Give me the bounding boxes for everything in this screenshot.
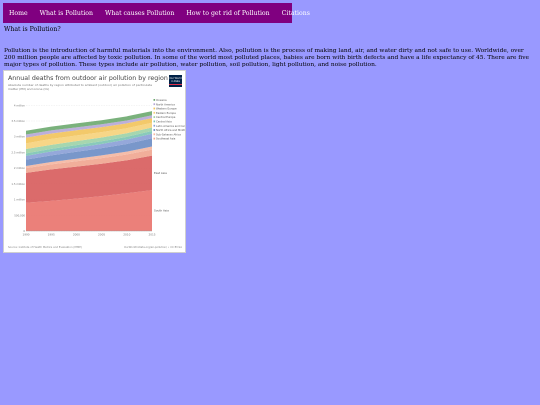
area-south-asia <box>26 190 152 231</box>
series-label: Central Europe <box>156 115 176 119</box>
series-label: Sub-Saharan Africa <box>156 132 181 136</box>
x-tick-label: 1995 <box>48 233 55 237</box>
area-eastern-europe <box>26 122 152 149</box>
area-north-america <box>26 115 152 138</box>
y-tick-label: 1 million <box>14 198 25 202</box>
series-label: South Asia <box>154 209 169 213</box>
series-label: North America <box>156 102 175 106</box>
x-tick-label: 1990 <box>22 233 29 237</box>
nav-what-is-pollution[interactable]: What is Pollution <box>39 9 94 17</box>
area-southeast-asia <box>26 149 152 173</box>
series-label: North Africa and Middle East <box>156 128 185 132</box>
page-question: What is Pollution? <box>4 26 61 33</box>
nav-what-causes-pollution[interactable]: What causes Pollution <box>105 9 175 17</box>
top-navigation-bar: Home What is Pollution What causes Pollu… <box>3 3 310 23</box>
legend-swatch <box>153 120 156 123</box>
x-tick-label: 2005 <box>98 233 105 237</box>
chart-title: Annual deaths from outdoor air pollution… <box>8 75 168 82</box>
chart-source: Source: Institute of Health Metrics and … <box>8 246 82 249</box>
y-tick-label: 3 million <box>14 135 25 139</box>
area-western-europe <box>26 118 152 144</box>
y-tick-label: 0 <box>23 229 25 233</box>
area-oceania <box>26 111 152 135</box>
y-tick-label: 2.5 million <box>11 150 25 154</box>
series-label: Southeast Asia <box>156 137 176 141</box>
legend-swatch <box>153 99 156 101</box>
area-east-asia <box>26 155 152 203</box>
nav-citations[interactable]: Citations <box>281 9 310 17</box>
y-tick-label: 2 million <box>14 166 25 170</box>
x-tick-label: 2015 <box>148 233 155 237</box>
legend-swatch <box>153 129 156 131</box>
chart-url: OurWorldInData.org/air-pollution/ • CC B… <box>124 246 182 249</box>
owid-logo-text: Our World in Data <box>169 77 182 83</box>
nav-how-to-get-rid[interactable]: How to get rid of Pollution <box>186 9 270 17</box>
owid-logo: Our World in Data <box>169 75 182 87</box>
area-latin-america-and-caribbean <box>26 133 152 160</box>
legend-swatch <box>153 133 156 136</box>
series-label: Western Europe <box>156 107 177 111</box>
legend-swatch <box>153 111 156 114</box>
legend-swatch <box>153 107 156 110</box>
x-tick-label: 2000 <box>73 233 80 237</box>
series-label: Latin America and Caribbean <box>156 124 185 128</box>
area-sub-saharan-africa <box>26 146 152 169</box>
series-label: Central Asia <box>156 120 172 124</box>
area-central-asia <box>26 130 152 156</box>
legend-swatch <box>153 116 156 118</box>
legend-swatch <box>153 137 156 140</box>
y-tick-label: 4 million <box>14 103 25 107</box>
series-label: Oceania <box>156 98 167 102</box>
y-tick-label: 1.5 million <box>11 182 25 186</box>
series-label: Eastern Europe <box>156 111 176 115</box>
x-tick-label: 2010 <box>123 233 130 237</box>
chart-subtitle: Absolute number of deaths by region attr… <box>8 83 153 91</box>
chart-image: Annual deaths from outdoor air pollution… <box>3 70 186 253</box>
intro-paragraph: Pollution is the introduction of harmful… <box>4 48 530 68</box>
area-north-africa-and-middle-east <box>26 138 152 166</box>
nav-home[interactable]: Home <box>9 9 28 17</box>
series-label: East Asia <box>154 171 167 175</box>
stacked-area-chart: 0 500,000 1 million 1.5 million 2 million 2.5… <box>11 98 185 237</box>
y-tick-label: 3.5 million <box>11 119 25 123</box>
legend-swatch <box>153 124 156 127</box>
legend-swatch <box>153 103 156 106</box>
y-tick-label: 500,000 <box>14 213 25 217</box>
area-central-europe <box>26 127 152 154</box>
